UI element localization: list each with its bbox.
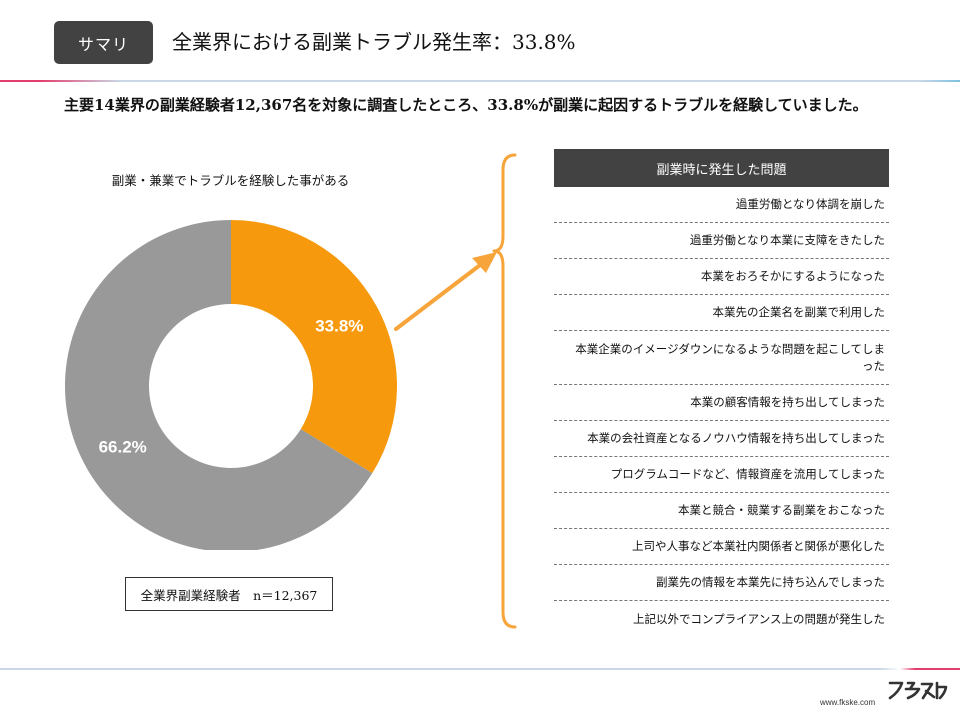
donut-slice-1: [231, 220, 397, 474]
callout-arrow: [394, 252, 497, 331]
table-row: 副業先の情報を本業先に持ち込んでしまった: [554, 565, 889, 601]
donut-chart: 33.8% 66.2%: [65, 220, 397, 550]
sample-size-note: 全業界副業経験者 n＝12,367: [125, 577, 333, 611]
donut-slice-2: [65, 220, 373, 550]
table-row: 本業の顧客情報を持ち出してしまった: [554, 385, 889, 421]
footer-divider: [0, 668, 960, 670]
table-row: 上司や人事など本業社内関係者と関係が悪化した: [554, 529, 889, 565]
table-row: 本業の会社資産となるノウハウ情報を持ち出してしまった: [554, 421, 889, 457]
table-row: 本業をおろそかにするようになった: [554, 259, 889, 295]
table-row: 過重労働となり本業に支障をきたした: [554, 223, 889, 259]
table-row: 本業先の企業名を副業で利用した: [554, 295, 889, 331]
summary-text: 主要14業界の副業経験者12,367名を対象に調査したところ、33.8%が副業に…: [64, 96, 868, 114]
table-header: 副業時に発生した問題: [554, 149, 889, 187]
chart-title: 副業・兼業でトラブルを経験した事がある: [111, 173, 350, 188]
curly-brace: [492, 153, 517, 629]
table-row: プログラムコードなど、情報資産を流用してしまった: [554, 457, 889, 493]
table-row: 本業と競合・競業する副業をおこなった: [554, 493, 889, 529]
slice-value-label-1: 33.8%: [315, 317, 363, 336]
table-row: 本業企業のイメージダウンになるような問題を起こしてしまった: [554, 331, 889, 385]
problem-table: 副業時に発生した問題 過重労働となり体調を崩した 過重労働となり本業に支障をきたし…: [554, 149, 889, 637]
page-title: 全業界における副業トラブル発生率：33.8%: [172, 30, 576, 54]
brand-logo: [888, 681, 948, 700]
table-row: 上記以外でコンプライアンス上の問題が発生した: [633, 611, 885, 626]
table-row: 過重労働となり体調を崩した: [554, 187, 889, 223]
section-badge: サマリ: [54, 21, 153, 64]
slice-value-label-2: 66.2%: [99, 437, 147, 456]
footer-url: www.fkske.com: [820, 698, 876, 707]
header-divider: [0, 80, 960, 82]
